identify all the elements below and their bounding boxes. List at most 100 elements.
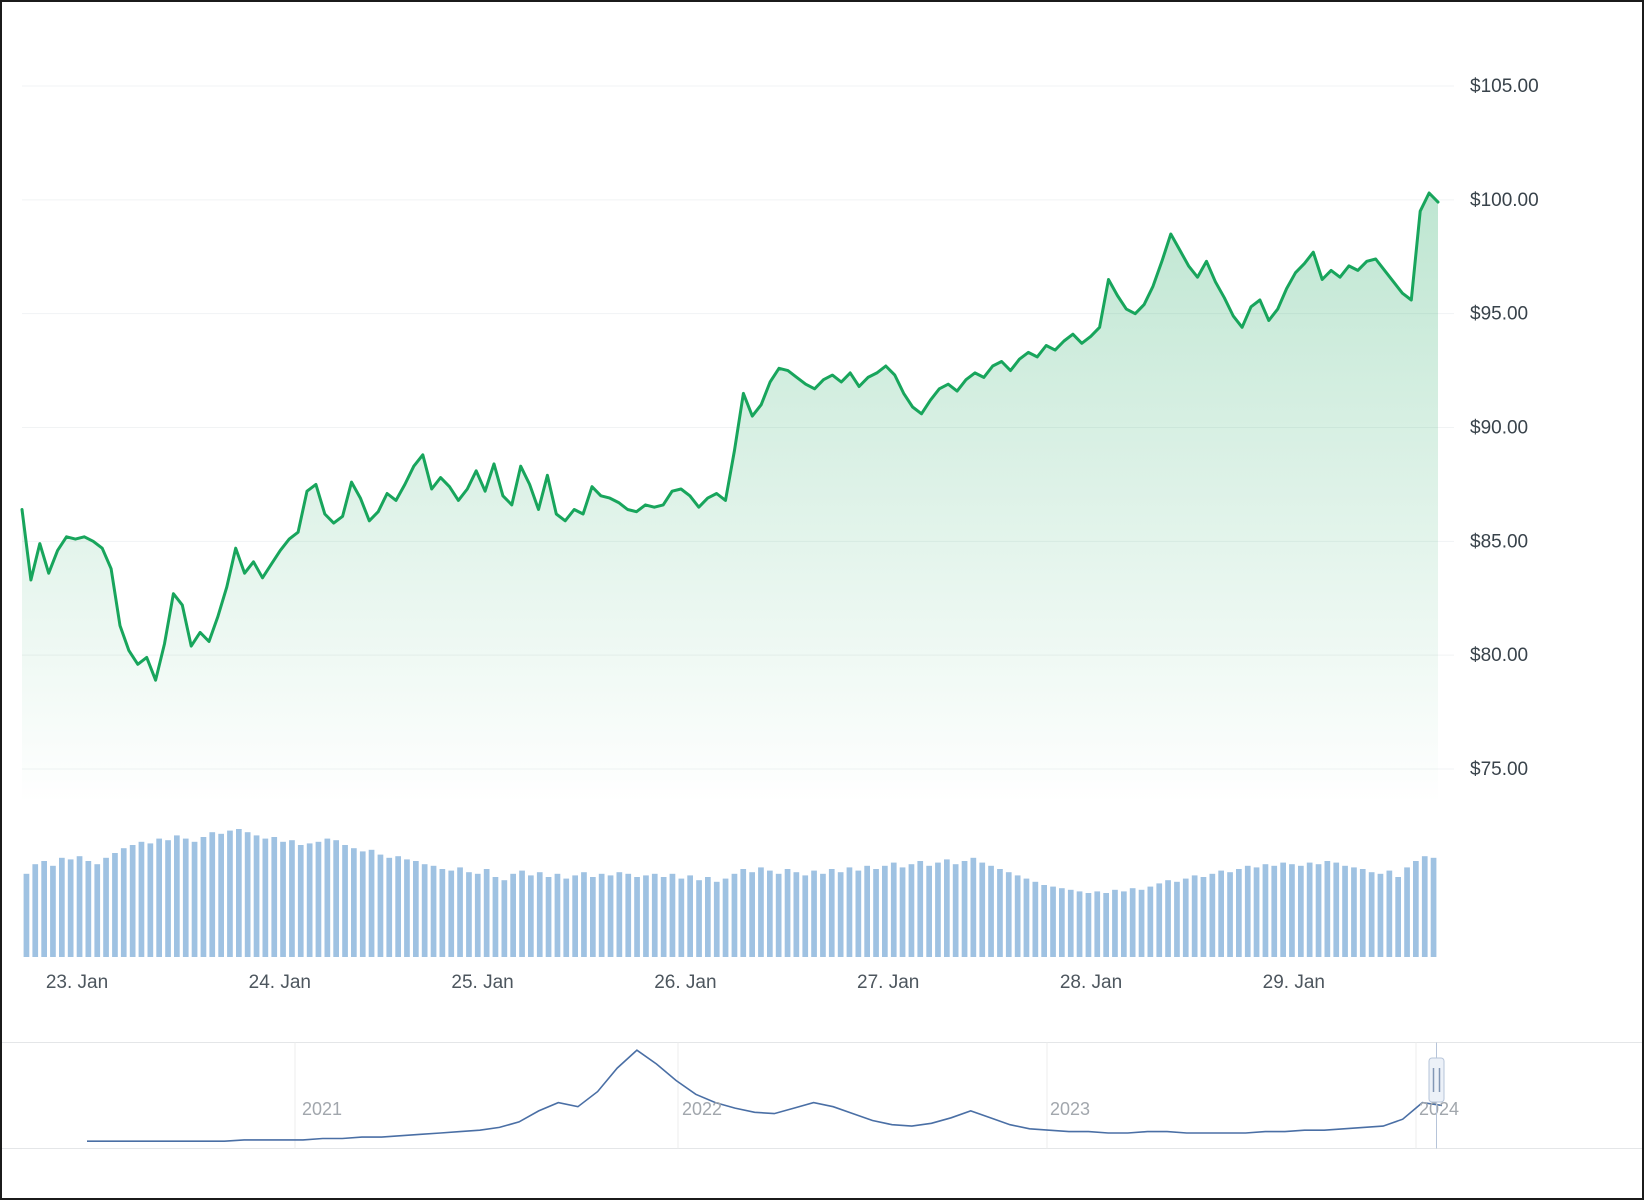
volume-bar — [1333, 862, 1340, 957]
volume-bar — [129, 845, 136, 957]
volume-bar — [1094, 891, 1101, 957]
y-axis-label: $100.00 — [1470, 190, 1539, 211]
volume-bar — [430, 865, 437, 957]
volume-bar — [421, 864, 428, 957]
volume-bar — [1182, 878, 1189, 957]
volume-bar — [731, 873, 738, 957]
volume-bar — [554, 873, 561, 957]
volume-bar — [651, 873, 658, 957]
volume-bar — [1112, 889, 1118, 957]
volume-bar — [988, 865, 994, 957]
volume-bar — [1280, 862, 1286, 957]
volume-bar — [138, 841, 145, 957]
volume-bar — [306, 843, 313, 957]
volume-bar — [395, 856, 401, 957]
volume-bar — [200, 837, 207, 957]
volume-bar — [1404, 867, 1410, 957]
x-axis-label: 25. Jan — [451, 972, 513, 993]
price-line — [20, 191, 1440, 682]
y-axis-label: $75.00 — [1470, 759, 1528, 780]
volume-bar — [634, 877, 640, 957]
price-area-fill — [22, 193, 1438, 804]
volume-bar — [864, 865, 870, 957]
volume-bar — [979, 862, 986, 957]
volume-bar — [572, 875, 578, 957]
y-axis-labels: $105.00 $100.00 $95.00 $90.00 $85.00 $80.00 $7… — [1470, 76, 1539, 780]
volume-bar — [271, 837, 278, 957]
volume-bar — [439, 869, 446, 957]
volume-bar — [120, 848, 127, 957]
volume-bar — [1121, 891, 1127, 957]
x-axis-label: 28. Jan — [1060, 972, 1122, 993]
volume-bar — [32, 864, 39, 957]
y-axis-label: $85.00 — [1470, 531, 1528, 552]
volume-bar — [1306, 862, 1313, 957]
volume-bar — [368, 849, 375, 957]
volume-bar — [1085, 893, 1092, 957]
volume-bar — [1413, 861, 1419, 957]
volume-bar — [1351, 867, 1357, 957]
volume-bar — [280, 841, 286, 957]
volume-bar — [660, 877, 667, 957]
volume-bar — [882, 865, 888, 957]
volume-bar — [289, 840, 295, 957]
volume-bar — [324, 838, 331, 957]
volume-bar — [749, 872, 755, 957]
volume-bar — [811, 870, 817, 957]
volume-bar — [767, 870, 773, 957]
volume-bar — [775, 873, 782, 957]
volume-bar — [466, 872, 472, 957]
volume-bar — [1386, 870, 1393, 957]
volume-bar — [457, 867, 463, 957]
volume-bar — [474, 873, 481, 957]
volume-bar — [961, 861, 968, 957]
navigator-year-label: 2021 — [302, 1099, 342, 1119]
volume-bar — [59, 857, 65, 957]
volume-bar — [174, 835, 180, 957]
volume-bar — [1059, 888, 1065, 957]
volume-bar — [236, 829, 242, 957]
volume-bar — [1191, 875, 1198, 957]
x-axis-label: 29. Jan — [1263, 972, 1325, 993]
volume-bar — [1227, 872, 1233, 957]
volume-bar — [244, 832, 251, 957]
navigator-series-line — [87, 1049, 1443, 1142]
volume-bar — [873, 869, 879, 957]
volume-bar — [1076, 891, 1083, 957]
x-axis-label: 24. Jan — [249, 972, 311, 993]
volume-bar — [1421, 856, 1428, 957]
volume-bar — [944, 859, 950, 957]
volume-bar — [536, 872, 543, 957]
volume-bar — [820, 873, 826, 957]
navigator[interactable]: 2021 2022 2023 2024 — [2, 1042, 1644, 1149]
volume-bar — [997, 869, 1003, 957]
volume-bar — [669, 873, 676, 957]
volume-bar — [758, 867, 764, 957]
volume-bar — [625, 873, 632, 957]
navigator-year-label: 2024 — [1419, 1099, 1459, 1119]
volume-bar — [1129, 888, 1136, 957]
navigator-handle[interactable] — [1428, 1042, 1445, 1149]
volume-bar — [607, 875, 614, 957]
navigator-year-labels: 2021 2022 2023 2024 — [302, 1099, 1459, 1119]
volume-bar — [510, 873, 516, 957]
volume-bar — [67, 859, 74, 957]
navigator-year-label: 2023 — [1050, 1099, 1090, 1119]
volume-bar — [952, 864, 959, 957]
volume-bar — [598, 873, 605, 957]
volume-bar — [501, 880, 508, 957]
navigator-handle-grip[interactable] — [1428, 1057, 1445, 1103]
y-axis-label: $80.00 — [1470, 645, 1528, 666]
volume-bar — [448, 870, 455, 957]
volume-bar — [359, 851, 366, 957]
volume-bar — [1368, 872, 1375, 957]
volume-bar — [705, 877, 711, 957]
volume-bar — [1041, 885, 1047, 957]
y-axis-label: $105.00 — [1470, 76, 1539, 97]
volume-bar — [1430, 857, 1437, 957]
volume-bar — [802, 875, 809, 957]
volume-bar — [1342, 865, 1348, 957]
volume-bar — [404, 859, 410, 957]
volume-bar — [1271, 865, 1278, 957]
